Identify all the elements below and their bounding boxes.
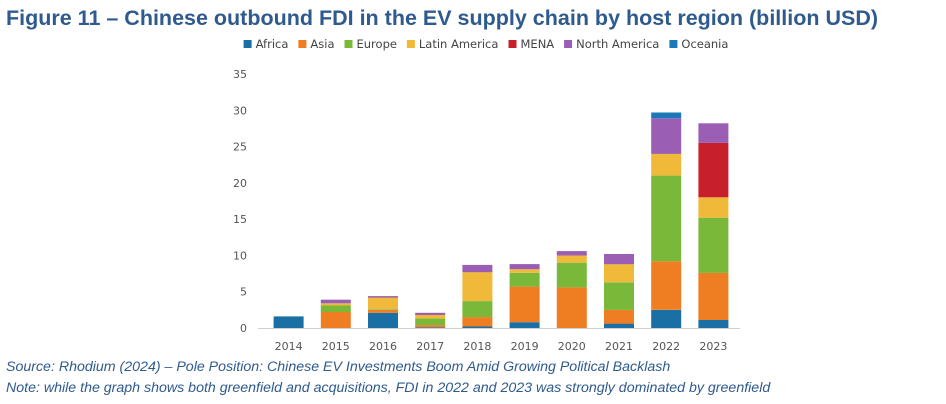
legend-swatch-oceania xyxy=(669,40,678,48)
bar-segment-2022-africa xyxy=(651,309,682,328)
y-tick-label: 15 xyxy=(233,213,247,226)
bar-segment-2021-asia xyxy=(604,309,634,324)
bar-segment-2017-north-america xyxy=(415,312,446,315)
y-tick-label: 20 xyxy=(233,177,247,190)
legend-swatch-north-america xyxy=(564,40,573,48)
y-tick-label: 10 xyxy=(233,249,247,262)
bar-segment-2014-africa xyxy=(273,316,304,328)
bar-segment-2023-north-america xyxy=(698,123,729,143)
legend-label-north-america: North America xyxy=(576,37,659,51)
x-tick-label: 2015 xyxy=(322,340,350,353)
bar-segment-2018-europe xyxy=(462,301,493,318)
bar-segment-2019-africa xyxy=(509,322,540,328)
bar-segment-2022-asia xyxy=(651,261,682,310)
y-tick-label: 0 xyxy=(240,322,247,335)
x-tick-label: 2022 xyxy=(652,340,680,353)
y-tick-label: 30 xyxy=(233,104,247,117)
x-tick-label: 2018 xyxy=(463,340,491,353)
bar-segment-2018-asia xyxy=(462,317,493,327)
bar-segment-2015-europe xyxy=(320,305,351,312)
bar-segment-2022-oceania xyxy=(651,112,682,119)
legend-label-latin-america: Latin America xyxy=(419,37,499,51)
x-tick-label: 2014 xyxy=(275,340,303,353)
bar-segment-2018-africa xyxy=(462,326,493,328)
x-tick-label: 2020 xyxy=(558,340,586,353)
bar-segment-2022-north-america xyxy=(651,118,682,154)
legend-swatch-asia xyxy=(298,40,307,48)
y-tick-label: 35 xyxy=(233,68,247,81)
bar-segment-2019-latin-america xyxy=(509,269,540,273)
footnote: Note: while the graph shows both greenfi… xyxy=(6,380,771,396)
x-tick-label: 2023 xyxy=(699,340,727,353)
bar-segment-2016-europe xyxy=(368,309,398,310)
bar-segment-2019-europe xyxy=(509,272,540,287)
bar-segment-2017-latin-america xyxy=(415,314,446,319)
bar-segment-2020-latin-america xyxy=(556,255,587,263)
legend-label-europe: Europe xyxy=(357,37,397,51)
legend-swatch-africa xyxy=(243,40,252,48)
bar-segment-2021-north-america xyxy=(604,254,634,265)
bar-segment-2017-africa xyxy=(415,327,446,328)
bar-segment-2017-asia xyxy=(415,325,446,328)
bar-segment-2017-europe xyxy=(415,318,446,326)
bar-segment-2023-africa xyxy=(698,320,729,328)
bar-segment-2021-europe xyxy=(604,282,634,310)
legend-label-asia: Asia xyxy=(310,37,334,51)
x-tick-label: 2017 xyxy=(416,340,444,353)
bar-segment-2020-europe xyxy=(556,262,587,288)
bar-segment-2018-latin-america xyxy=(462,272,493,302)
bar-segment-2022-europe xyxy=(651,175,682,262)
chart-title: Figure 11 – Chinese outbound FDI in the … xyxy=(6,6,878,30)
legend-label-oceania: Oceania xyxy=(681,37,728,51)
bar-segment-2016-latin-america xyxy=(368,297,398,310)
x-axis: 2014 2015 2016 2017 2018 2019 2020 2021 2022 2023 xyxy=(258,328,740,353)
bar-segment-2015-asia xyxy=(320,312,351,328)
x-tick-label: 2016 xyxy=(369,340,397,353)
legend-swatch-latin-america xyxy=(406,40,415,48)
bar-segment-2016-africa xyxy=(368,312,398,328)
bar-segment-2023-mena xyxy=(698,142,729,198)
bar-segment-2015-north-america xyxy=(320,299,351,304)
bar-segment-2016-north-america xyxy=(368,296,398,298)
bar-segment-2019-asia xyxy=(509,286,540,323)
y-tick-label: 5 xyxy=(240,286,247,299)
x-tick-label: 2019 xyxy=(511,340,539,353)
bar-segment-2015-latin-america xyxy=(320,303,351,306)
bar-segment-2018-north-america xyxy=(462,264,493,273)
y-axis: 0 5 10 15 20 25 30 35 xyxy=(233,68,247,335)
bars xyxy=(273,112,729,328)
legend-swatch-europe xyxy=(344,40,353,48)
bar-segment-2020-north-america xyxy=(556,251,587,256)
bar-segment-2022-latin-america xyxy=(651,153,682,176)
bar-segment-2019-north-america xyxy=(509,264,540,270)
bar-segment-2021-africa xyxy=(604,323,634,328)
bar-segment-2023-europe xyxy=(698,217,729,273)
legend: Africa Asia Europe Latin America MENA North A… xyxy=(243,37,728,51)
bar-segment-2016-asia xyxy=(368,309,398,313)
bar-segment-2023-asia xyxy=(698,272,729,320)
legend-swatch-mena xyxy=(508,40,517,48)
bar-segment-2023-latin-america xyxy=(698,197,729,218)
source-note: Source: Rhodium (2024) – Pole Position: … xyxy=(6,359,671,375)
x-tick-label: 2021 xyxy=(605,340,633,353)
bar-segment-2020-asia xyxy=(556,287,587,328)
stacked-bar-chart: Africa Asia Europe Latin America MENA North A… xyxy=(233,37,740,353)
bar-segment-2021-latin-america xyxy=(604,264,634,283)
y-tick-label: 25 xyxy=(233,141,247,154)
legend-label-africa: Africa xyxy=(256,37,289,51)
legend-label-mena: MENA xyxy=(521,37,555,51)
